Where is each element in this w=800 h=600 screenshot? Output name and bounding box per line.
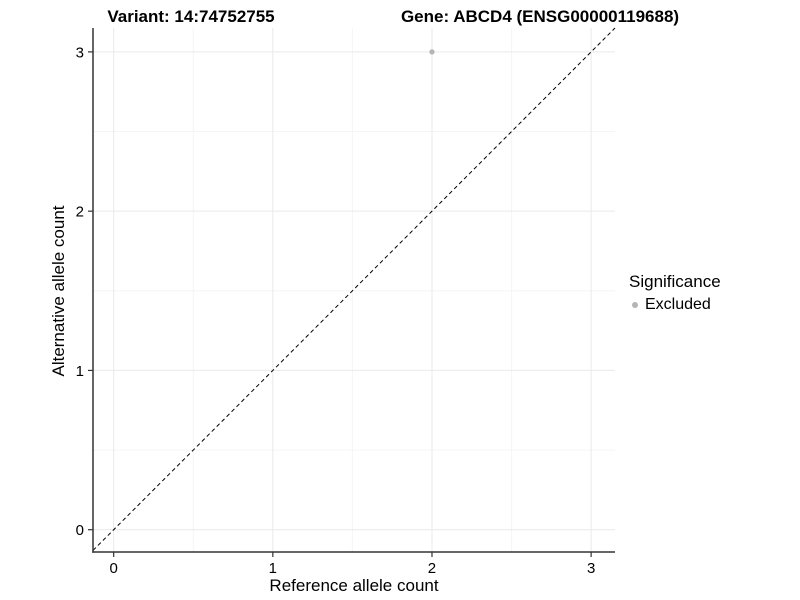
x-tick-label: 2 [428,560,436,577]
legend: Significance Excluded [629,272,721,314]
plot-title-variant: Variant: 14:74752755 [107,7,275,26]
x-tick-label: 1 [269,560,277,577]
legend-items: Excluded [629,295,721,314]
x-tick-label: 3 [587,560,595,577]
y-tick-label: 0 [76,522,84,539]
x-tick-label: 0 [110,560,118,577]
y-tick-label: 2 [76,204,84,221]
y-axis-title: Alternative allele count [49,205,68,377]
identity-reference-line [92,27,616,551]
legend-item-label: Excluded [645,296,711,313]
legend-key-dot-icon [632,301,638,308]
legend-item: Excluded [632,295,721,314]
y-tick-label: 1 [76,363,84,380]
data-point [429,49,435,55]
legend-title: Significance [629,272,721,291]
y-tick-label: 3 [76,44,84,61]
plot-title-gene: Gene: ABCD4 (ENSG00000119688) [400,7,680,26]
x-axis-title: Reference allele count [269,576,439,595]
